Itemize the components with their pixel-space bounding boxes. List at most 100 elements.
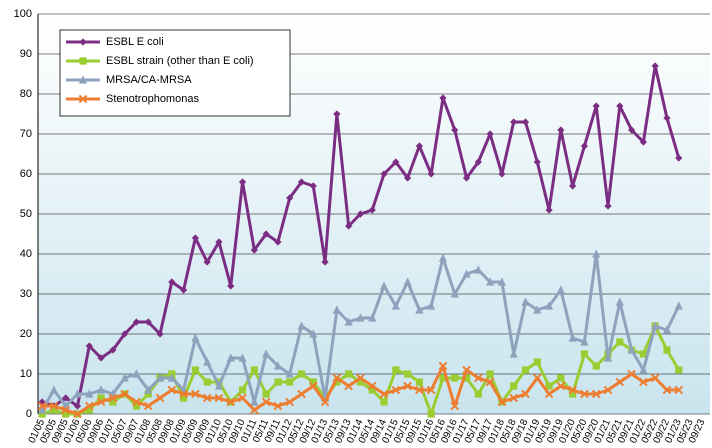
y-tick-label: 90 xyxy=(20,48,32,60)
y-tick-label: 40 xyxy=(20,248,32,260)
point xyxy=(97,394,105,402)
point xyxy=(38,405,47,414)
point xyxy=(533,158,541,166)
point xyxy=(144,385,153,394)
point xyxy=(438,361,448,371)
point xyxy=(497,277,507,286)
point xyxy=(474,390,482,398)
point xyxy=(96,385,106,394)
point xyxy=(344,381,353,391)
point xyxy=(439,374,447,382)
point xyxy=(155,373,165,382)
point xyxy=(203,258,211,266)
point xyxy=(650,373,660,383)
point xyxy=(533,358,541,366)
point xyxy=(144,390,152,398)
point xyxy=(474,373,483,383)
point xyxy=(509,349,518,358)
point xyxy=(427,301,436,310)
point xyxy=(674,385,684,395)
y-tick-label: 80 xyxy=(20,88,32,100)
point xyxy=(510,382,518,390)
point xyxy=(367,381,377,391)
point xyxy=(415,385,424,395)
point xyxy=(568,333,577,342)
point xyxy=(309,329,318,338)
point xyxy=(121,330,129,338)
point xyxy=(356,378,365,386)
point xyxy=(84,401,94,411)
point xyxy=(274,238,282,246)
point xyxy=(203,357,212,366)
y-tick-label: 100 xyxy=(14,8,32,20)
legend-label: Stenotrophomonas xyxy=(106,93,199,105)
point xyxy=(320,397,330,407)
point xyxy=(462,269,471,278)
point xyxy=(639,365,648,374)
point xyxy=(308,381,318,391)
point xyxy=(49,385,59,394)
point xyxy=(73,402,82,410)
y-tick-label: 60 xyxy=(20,168,32,180)
point xyxy=(202,393,212,403)
point xyxy=(462,174,471,182)
point xyxy=(380,170,388,178)
point xyxy=(379,281,389,290)
point xyxy=(250,366,258,374)
point xyxy=(167,373,176,382)
y-tick-label: 0 xyxy=(26,408,32,420)
point xyxy=(603,353,613,362)
point xyxy=(38,410,46,418)
point xyxy=(509,393,519,403)
point xyxy=(250,405,259,415)
point xyxy=(674,301,683,310)
point xyxy=(179,389,188,399)
point xyxy=(451,374,459,382)
point xyxy=(73,409,82,419)
point xyxy=(214,381,224,390)
point xyxy=(262,349,271,358)
point xyxy=(109,398,117,406)
point xyxy=(96,397,106,407)
point xyxy=(285,369,294,378)
point xyxy=(628,126,636,134)
point xyxy=(49,401,59,411)
point xyxy=(391,385,401,395)
point xyxy=(238,386,247,394)
point xyxy=(144,318,152,326)
point xyxy=(415,142,423,150)
point xyxy=(85,389,94,398)
point xyxy=(356,313,365,322)
point xyxy=(604,202,612,210)
point xyxy=(73,389,82,398)
point xyxy=(580,389,589,399)
point xyxy=(615,297,624,306)
point xyxy=(191,366,199,374)
point xyxy=(592,249,601,258)
point xyxy=(569,182,577,190)
point xyxy=(450,401,460,411)
point xyxy=(155,393,165,403)
point xyxy=(627,345,636,354)
point xyxy=(309,182,317,190)
point xyxy=(521,118,530,126)
point xyxy=(238,178,247,186)
point xyxy=(78,94,88,104)
point xyxy=(569,390,577,398)
point xyxy=(591,389,601,399)
point xyxy=(345,370,353,378)
point xyxy=(451,126,459,134)
point xyxy=(403,381,412,391)
point xyxy=(132,397,141,407)
point xyxy=(333,378,341,386)
point xyxy=(345,222,353,230)
point xyxy=(379,389,389,399)
point xyxy=(392,366,400,374)
legend-label: ESBL strain (other than E coli) xyxy=(106,55,254,67)
point xyxy=(286,378,294,386)
point xyxy=(120,389,129,399)
point xyxy=(356,373,365,383)
legend xyxy=(59,29,291,117)
point xyxy=(273,361,283,370)
